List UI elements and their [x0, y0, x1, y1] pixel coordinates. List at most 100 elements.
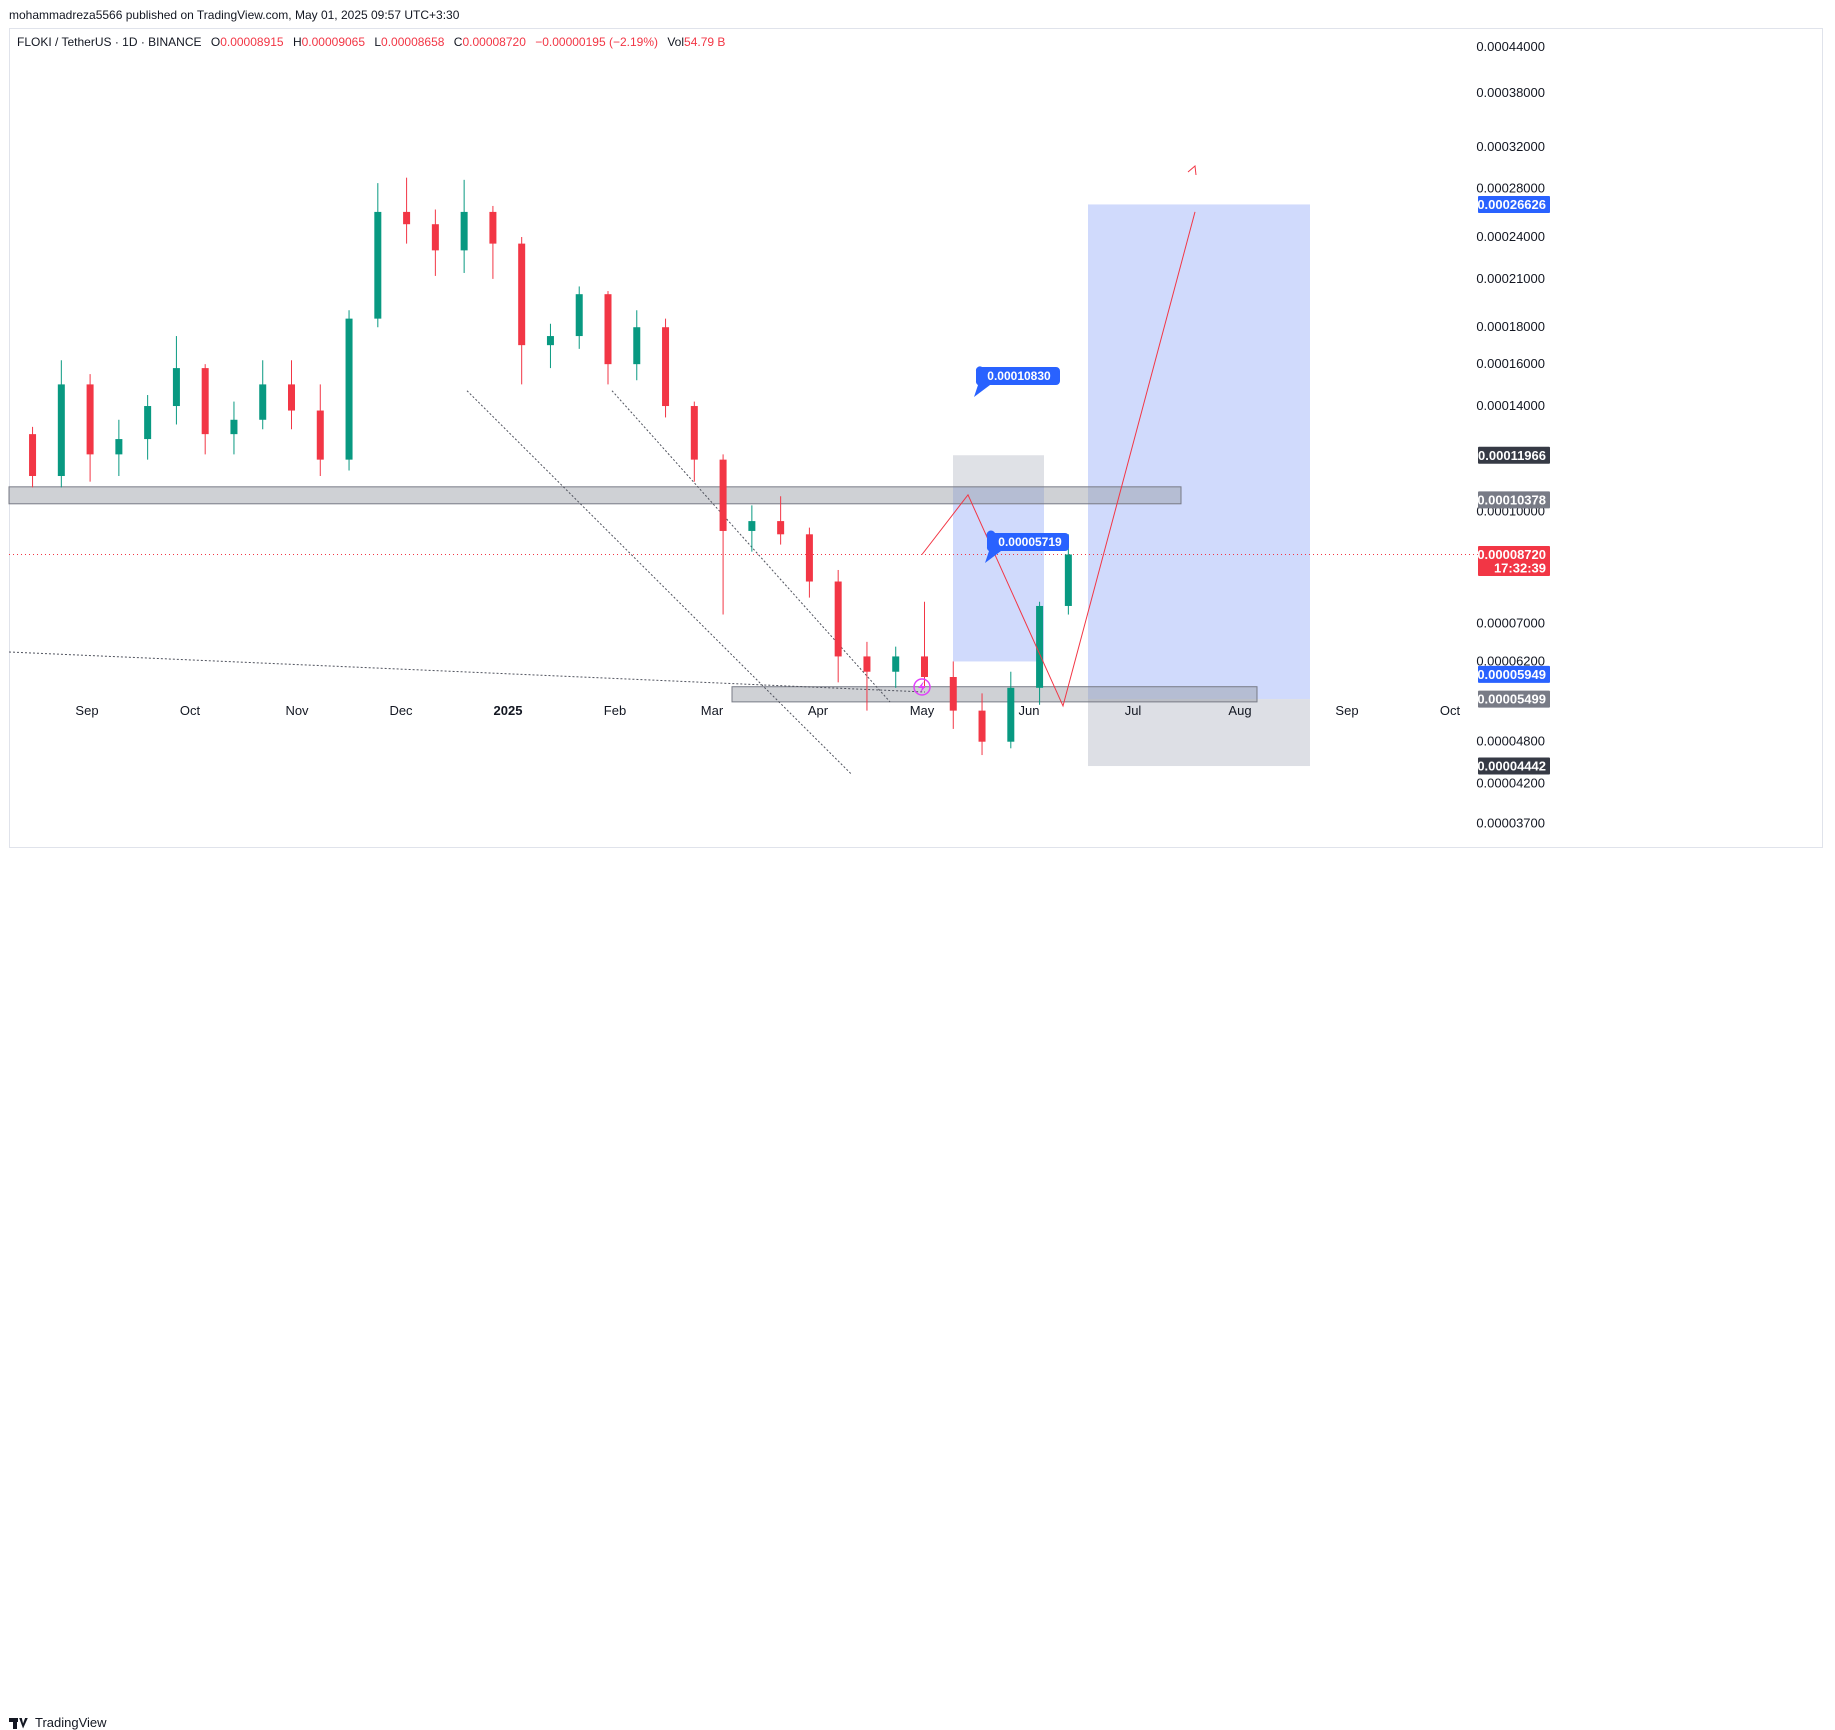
y-tick-label: 0.00004200 — [1476, 776, 1545, 791]
candle — [518, 237, 526, 385]
candle — [201, 364, 209, 455]
candle-body — [144, 406, 152, 440]
candle-body — [201, 368, 209, 435]
candle-body — [288, 384, 296, 411]
high-label: H — [292, 35, 302, 49]
price-tag: 0.00011966 — [1478, 446, 1550, 464]
candle-body — [230, 419, 238, 435]
y-axis[interactable]: 0.00044000 0.00038000 0.00032000 0.00028000… — [1476, 39, 1545, 830]
callout-support-label: 0.00005719 — [998, 535, 1062, 549]
candle-body — [345, 318, 353, 460]
chart-frame[interactable] — [9, 28, 1823, 848]
candle-body — [834, 581, 842, 657]
bottom-bar: TradingView — [0, 856, 1835, 1730]
x-tick-label: Jul — [1125, 703, 1142, 718]
callout-resistance: 0.00010830 — [974, 366, 1060, 397]
symbol-name[interactable]: FLOKI / TetherUS · 1D · BINANCE — [17, 35, 202, 49]
price-tag-box — [1478, 757, 1550, 775]
candle-body — [518, 243, 526, 346]
position-1-stop-zone — [953, 455, 1044, 487]
volume-label: Vol — [667, 35, 685, 49]
candle-body — [719, 459, 727, 531]
y-tick-label: 0.00021000 — [1476, 271, 1545, 286]
candle — [431, 209, 439, 276]
candle — [374, 183, 382, 328]
price-tag-label: 0.00005499 — [1477, 692, 1546, 707]
candle — [863, 641, 871, 711]
candle-body — [863, 656, 871, 672]
projection-arrowhead — [1187, 165, 1197, 176]
x-tick-label: Feb — [604, 703, 626, 718]
x-tick-label: Apr — [808, 703, 829, 718]
candle-body — [259, 384, 267, 420]
x-tick-label: Oct — [180, 703, 201, 718]
price-tag-label: 0.00011966 — [1478, 448, 1546, 463]
candle-body — [546, 336, 554, 346]
candle — [920, 601, 928, 688]
zones-layer — [8, 204, 1310, 767]
candle-body — [1007, 687, 1015, 742]
candle-body — [920, 656, 928, 677]
price-tag-label: 0.00008720 — [1477, 547, 1546, 562]
candle-body — [115, 439, 123, 455]
candle-body — [978, 710, 986, 742]
candle — [892, 646, 900, 688]
tradingview-logo-icon — [9, 1716, 29, 1730]
candle-body — [604, 294, 612, 365]
guide-layer — [8, 390, 1478, 776]
x-tick-label: Nov — [285, 703, 309, 718]
candle-body — [748, 521, 756, 531]
support-zone — [731, 686, 1258, 703]
candle-body — [29, 434, 37, 477]
candle — [575, 286, 583, 349]
price-tags: 0.00026626 0.00011966 0.00010378 0.00008720… — [1477, 195, 1550, 775]
symbol-legend: FLOKI / TetherUS · 1D · BINANCE O 0.00008… — [17, 35, 725, 49]
lightning-icon[interactable] — [913, 678, 931, 696]
resistance-zone — [8, 486, 1182, 505]
candle — [777, 496, 785, 545]
candle — [86, 374, 94, 482]
y-tick-label: 0.00004800 — [1476, 734, 1545, 749]
x-tick-label: Jun — [1019, 703, 1040, 718]
candle-body — [57, 384, 65, 477]
candle — [978, 693, 986, 756]
y-tick-label: 0.00044000 — [1476, 39, 1545, 54]
candle-body — [86, 384, 94, 455]
tradingview-brand[interactable]: TradingView — [9, 1715, 107, 1730]
channel-lower-line — [466, 390, 853, 776]
candle-body — [662, 327, 670, 407]
x-tick-label: May — [910, 703, 935, 718]
price-tag-box — [1478, 446, 1550, 464]
close-value: 0.00008720 — [462, 35, 526, 49]
price-tag: 0.00026626 — [1477, 195, 1550, 213]
candle — [259, 360, 267, 430]
price-tag-label: 0.00026626 — [1477, 197, 1546, 212]
candle — [172, 336, 180, 425]
candle — [834, 569, 842, 683]
candle-body — [460, 211, 468, 251]
candle — [460, 179, 468, 273]
top-bar: mohammadreza5566 published on TradingVie… — [0, 0, 1835, 28]
channel-upper-line — [611, 390, 891, 703]
open-label: O — [210, 35, 221, 49]
candle-body — [172, 368, 180, 407]
candle — [144, 395, 152, 460]
price-tag-box — [1478, 195, 1550, 213]
candle — [115, 419, 123, 477]
close-label: C — [453, 35, 463, 49]
price-tag: 0.00005499 — [1477, 690, 1550, 708]
candle-body — [892, 656, 900, 672]
candle — [345, 310, 353, 471]
y-tick-label: 0.00016000 — [1476, 356, 1545, 371]
publish-note: mohammadreza5566 published on TradingVie… — [9, 8, 460, 22]
candle-body — [949, 677, 957, 711]
price-tag-box — [1478, 545, 1550, 576]
x-tick-label: Oct — [1440, 703, 1461, 718]
candle-body — [403, 211, 411, 225]
y-tick-label: 0.00003700 — [1476, 815, 1545, 830]
candle — [949, 661, 957, 729]
candle-body — [690, 406, 698, 460]
x-tick-label: Sep — [1335, 703, 1358, 718]
x-axis[interactable]: Sep Oct Nov Dec 2025 Feb Mar Apr May Jun Jul Aug Sep… — [75, 703, 1460, 718]
chart-canvas[interactable]: 0.00010830 0.00005719 Sep Oct Nov Dec 2025 Feb… — [0, 0, 1835, 856]
